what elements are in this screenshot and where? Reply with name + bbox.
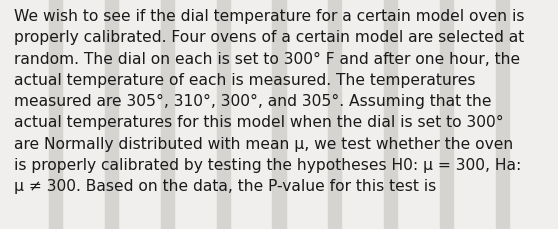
Bar (161, 0, 174, 229)
Bar (384, 0, 397, 229)
Bar (496, 0, 509, 229)
Bar (328, 0, 341, 229)
Bar (440, 0, 453, 229)
Text: We wish to see if the dial temperature for a certain model oven is
properly cali: We wish to see if the dial temperature f… (14, 9, 525, 193)
Bar (217, 0, 230, 229)
Bar (49, 0, 62, 229)
Bar (105, 0, 118, 229)
Bar (272, 0, 286, 229)
